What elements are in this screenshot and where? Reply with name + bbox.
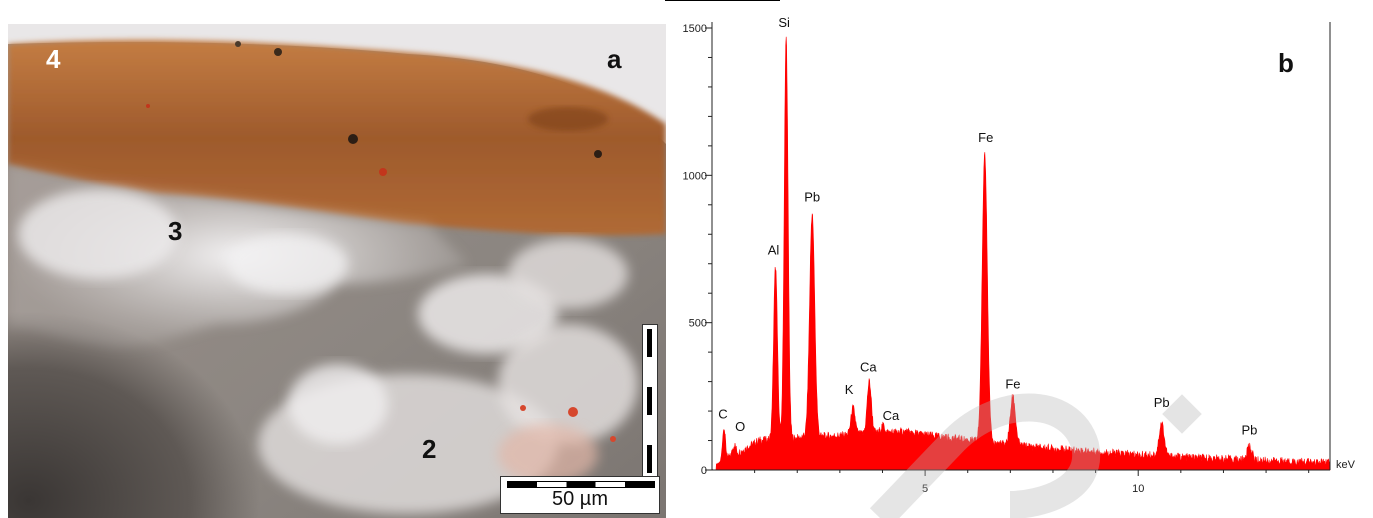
peak-label-fe: Fe bbox=[978, 130, 993, 145]
scale-bar: 50 µm bbox=[500, 476, 660, 514]
peak-label-ca: Ca bbox=[883, 408, 900, 423]
peak-label-ca: Ca bbox=[860, 360, 877, 375]
scale-bar-label: 50 µm bbox=[552, 488, 608, 510]
x-tick-label: 10 bbox=[1132, 483, 1144, 495]
region-label-4: 4 bbox=[46, 44, 61, 74]
peak-label-k: K bbox=[845, 382, 854, 397]
y-tick-label: 0 bbox=[701, 465, 707, 477]
peak-label-o: O bbox=[735, 419, 745, 434]
eds-spectrum-chart: 0 500 1000 1500 5 10 keV CO Al Si Pb K Ca Ca Fe Fe Pb Pb… bbox=[665, 0, 1356, 518]
panel-label-b: b bbox=[1278, 48, 1294, 78]
peak-label-si: Si bbox=[778, 15, 790, 30]
micrograph-image bbox=[8, 24, 666, 518]
peak-label-pb: Pb bbox=[804, 190, 820, 205]
peak-label-pb: Pb bbox=[1154, 395, 1170, 410]
peak-label-al: Al bbox=[768, 243, 780, 258]
micrograph-panel: 4 a 3 2 50 µm bbox=[8, 24, 666, 518]
y-tick-label: 1500 bbox=[683, 23, 707, 35]
peak-label-fe: Fe bbox=[1005, 376, 1020, 391]
peak-label-pb: Pb bbox=[1241, 422, 1257, 437]
spectrum-area bbox=[711, 36, 1331, 471]
region-label-2: 2 bbox=[422, 434, 437, 464]
y-tick-label: 1000 bbox=[683, 170, 707, 182]
peak-label-c: C bbox=[718, 407, 727, 422]
region-label-3: 3 bbox=[168, 216, 183, 246]
x-tick-label: 5 bbox=[922, 483, 928, 495]
eds-spectrum-panel: 0 500 1000 1500 5 10 keV C O Al Si Pb K Ca Ca Fe Fe Pb Pb… bbox=[665, 0, 1373, 518]
y-tick-label: 500 bbox=[689, 318, 707, 330]
x-axis-label: keV bbox=[1336, 459, 1356, 471]
panel-label-a: a bbox=[607, 44, 622, 74]
vertical-scale-ruler bbox=[642, 324, 658, 480]
